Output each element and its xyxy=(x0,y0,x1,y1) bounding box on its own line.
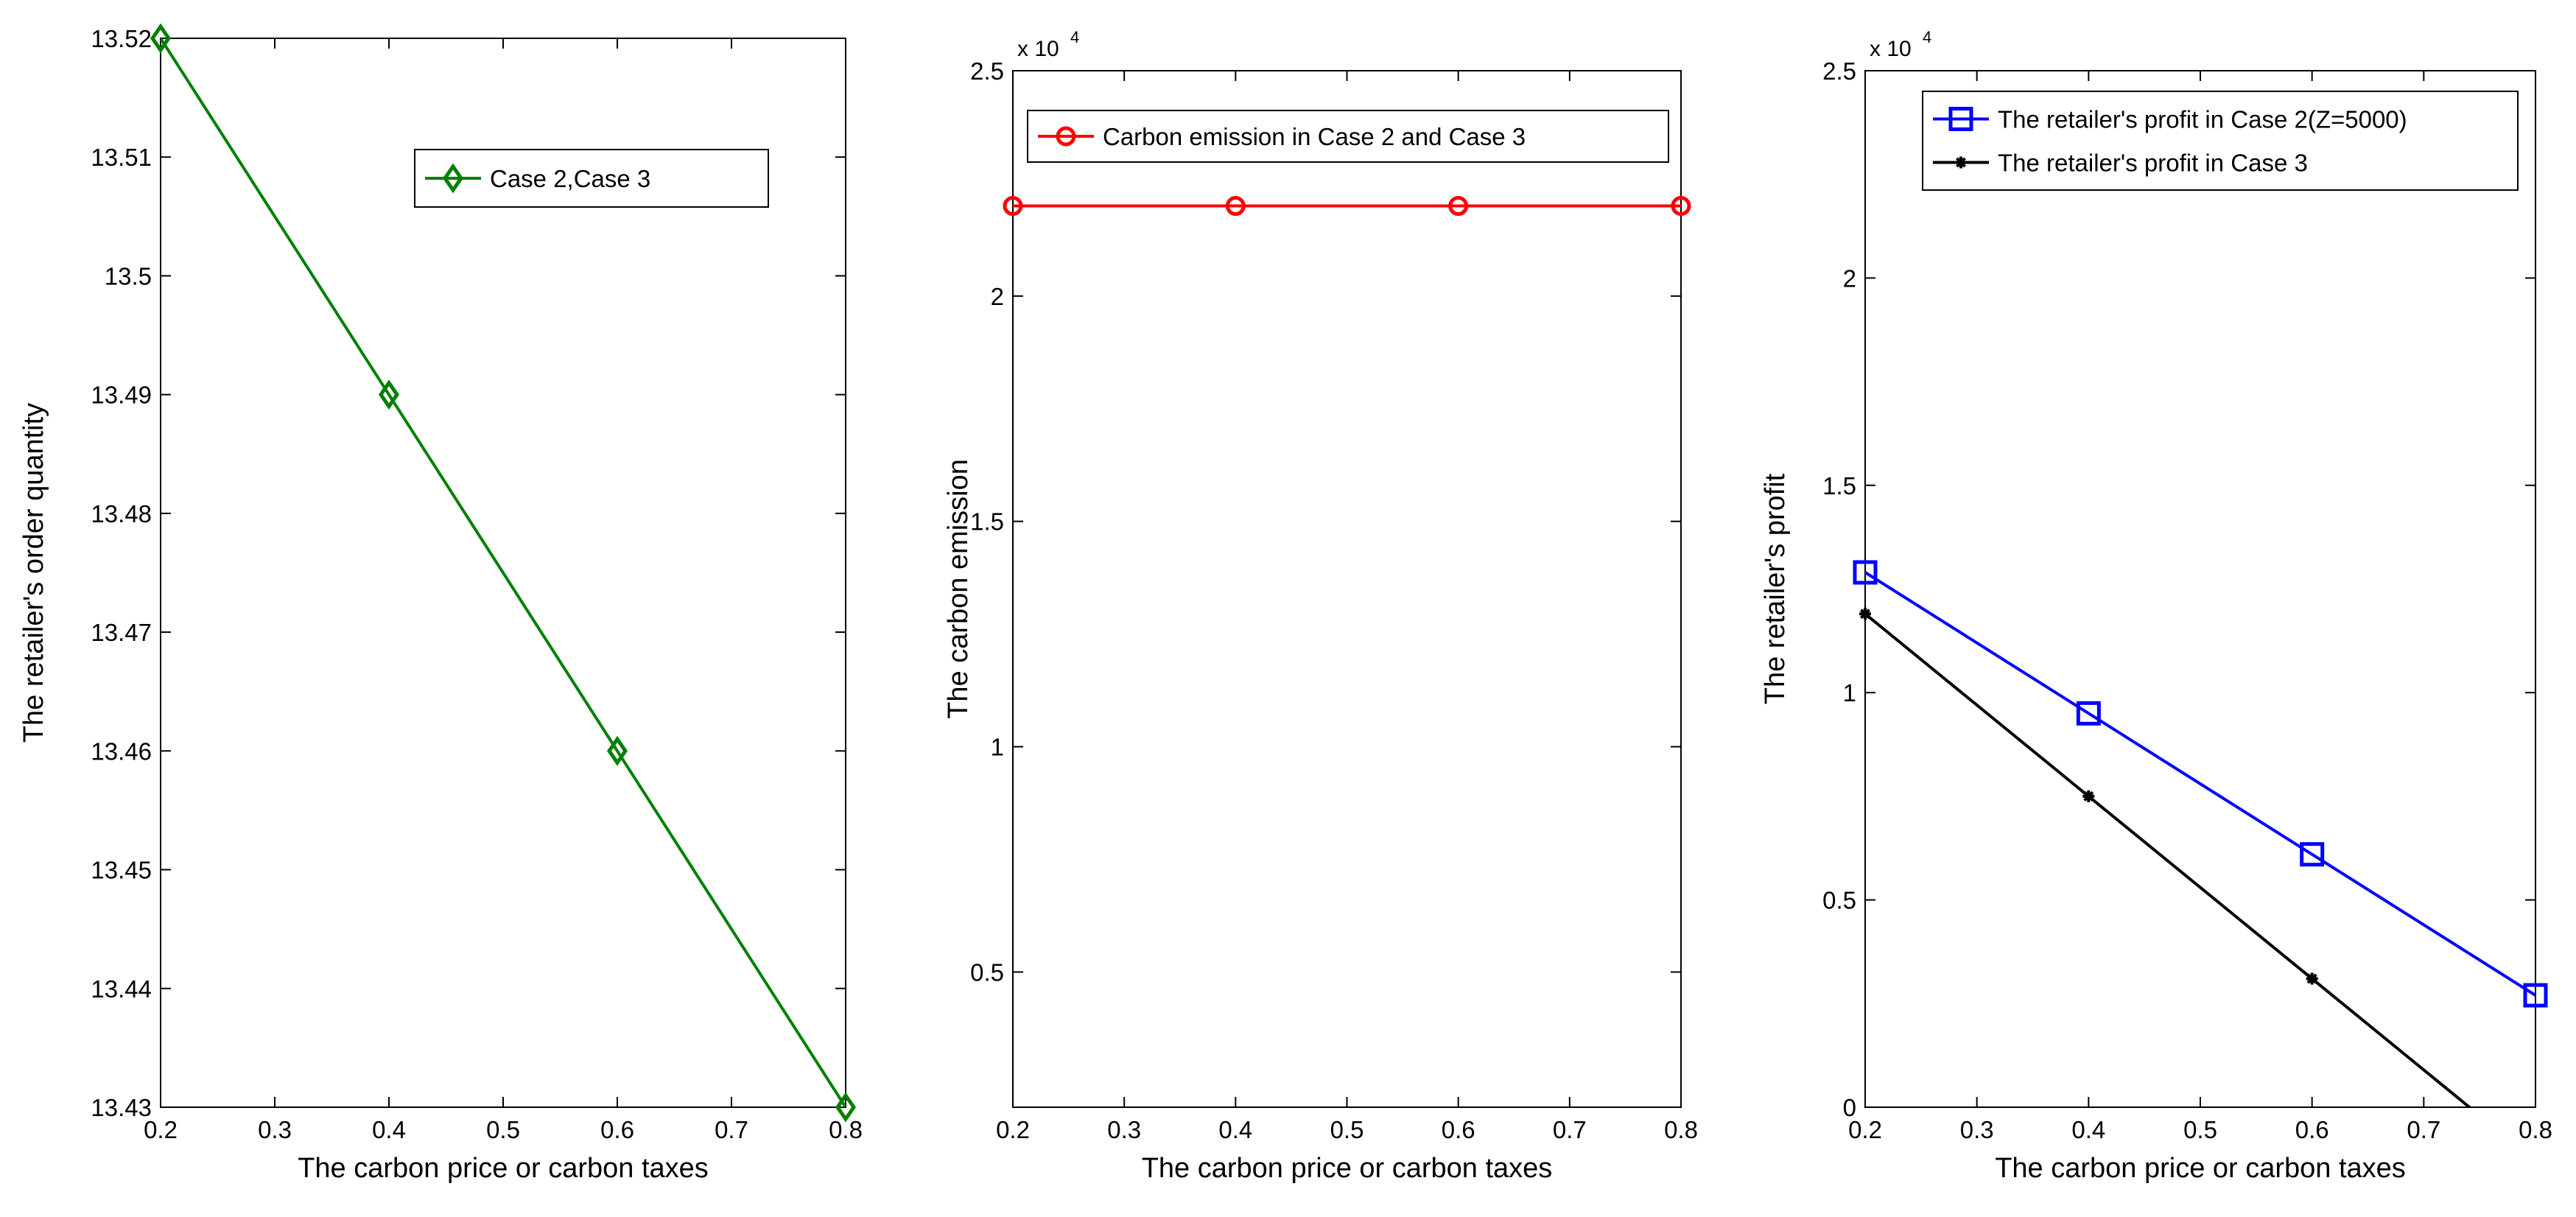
x-axis-label: The carbon price or carbon taxes xyxy=(298,1153,709,1184)
data-point xyxy=(2306,972,2318,985)
chart-3: 0.2 0.3 0.4 0.5 0.6 0.7 0.8 0 0.5 1 1.5 2 2.5 x 10 4 Th… xyxy=(1760,28,2552,1184)
legend-marker xyxy=(442,163,464,194)
series-1 xyxy=(1853,560,2548,1008)
y-exponent-label: x 10 xyxy=(1017,37,1059,61)
series-1 xyxy=(150,23,857,1123)
x-tick-label: 0.2 xyxy=(1848,1116,1882,1143)
y-tick-label: 0 xyxy=(1843,1094,1856,1121)
x-tick-label: 0.4 xyxy=(372,1116,406,1143)
x-axis-label: The carbon price or carbon taxes xyxy=(1995,1153,2406,1184)
data-point xyxy=(2523,983,2548,1008)
legend: Carbon emission in Case 2 and Case 3 xyxy=(1027,110,1669,163)
y-tick-label: 2 xyxy=(1843,264,1856,292)
x-tick-label: 0.8 xyxy=(1664,1116,1698,1143)
legend-box xyxy=(1922,91,2519,191)
y-tick-label: 13.52 xyxy=(91,25,152,52)
y-axis-label: The retailer's order quantity xyxy=(18,403,49,743)
legend: The retailer's profit in Case 2(Z=5000) T… xyxy=(1922,91,2519,191)
y-tick-label: 13.46 xyxy=(91,737,152,765)
data-point xyxy=(150,23,172,54)
y-tick-label: 13.48 xyxy=(91,500,152,527)
legend-label: Carbon emission in Case 2 and Case 3 xyxy=(1103,123,1526,150)
data-point xyxy=(1671,196,1691,217)
y-tick-label: 13.44 xyxy=(91,975,152,1003)
x-tick-label: 0.6 xyxy=(1442,1116,1475,1143)
chart-2: 0.2 0.3 0.4 0.5 0.6 0.7 0.8 0.5 1 1.5 2 2.5 x 10 4 The… xyxy=(943,28,1698,1184)
y-tick-label: 1 xyxy=(1843,679,1856,706)
x-tick-label: 0.5 xyxy=(1330,1116,1364,1143)
x-tick-label: 0.6 xyxy=(600,1116,634,1143)
y-tick-label: 13.49 xyxy=(91,382,152,409)
x-tick-label: 0.2 xyxy=(996,1116,1030,1143)
y-tick-label: 1.5 xyxy=(970,508,1004,536)
legend-label: Case 2,Case 3 xyxy=(490,165,650,192)
series-line xyxy=(161,38,846,1107)
data-point xyxy=(1225,196,1246,217)
data-point xyxy=(2076,701,2101,726)
plot-area xyxy=(1864,70,2536,1108)
legend-label: The retailer's profit in Case 3 xyxy=(1998,150,2308,177)
y-tick-label: 2.5 xyxy=(1822,57,1856,85)
data-point xyxy=(2300,842,2325,867)
y-tick-label: 2.5 xyxy=(970,57,1004,85)
series-1 xyxy=(1003,196,1691,217)
legend-marker xyxy=(1955,156,1967,169)
series-line xyxy=(1865,571,2535,997)
legend-box xyxy=(1027,110,1669,163)
x-tick-label: 0.7 xyxy=(2407,1116,2440,1143)
data-point xyxy=(1003,196,1023,217)
plot-area xyxy=(1012,70,1682,1108)
x-tick-label: 0.3 xyxy=(1107,1116,1141,1143)
y-exponent-label: x 10 xyxy=(1870,37,1912,61)
y-tick-label: 13.47 xyxy=(91,619,152,646)
y-exponent-power: 4 xyxy=(1923,28,1931,46)
chart-1: 0.2 0.3 0.4 0.5 0.6 0.7 0.813.4313.4413.4513.4… xyxy=(18,23,863,1184)
x-axis-label: The carbon price or carbon taxes xyxy=(1142,1153,1553,1184)
y-tick-label: 0.5 xyxy=(970,958,1004,986)
data-point xyxy=(2082,790,2095,802)
y-tick-label: 1.5 xyxy=(1822,472,1856,499)
data-point xyxy=(1853,560,1878,585)
y-axis-label: The retailer's profit xyxy=(1760,473,1791,704)
y-axis-label: The carbon emission xyxy=(943,459,974,719)
y-tick-label: 13.45 xyxy=(91,857,152,884)
y-tick-label: 13.51 xyxy=(91,144,152,171)
x-tick-label: 0.6 xyxy=(2295,1116,2329,1143)
legend-marker xyxy=(1948,107,1973,131)
x-tick-label: 0.4 xyxy=(1218,1116,1252,1143)
data-point xyxy=(1448,196,1469,217)
x-tick-label: 0.5 xyxy=(486,1116,520,1143)
legend: Case 2,Case 3 xyxy=(414,149,769,208)
y-tick-label: 13.5 xyxy=(105,262,152,290)
data-point xyxy=(835,1092,857,1123)
y-tick-label: 2 xyxy=(991,283,1004,310)
data-point xyxy=(1859,608,1871,620)
x-tick-label: 0.3 xyxy=(258,1116,292,1143)
x-tick-label: 0.2 xyxy=(144,1116,178,1143)
x-tick-label: 0.7 xyxy=(715,1116,748,1143)
x-tick-label: 0.4 xyxy=(2071,1116,2105,1143)
x-tick-label: 0.7 xyxy=(1553,1116,1587,1143)
data-point xyxy=(378,379,400,410)
data-point xyxy=(606,735,628,766)
legend-marker xyxy=(1056,126,1076,147)
x-tick-label: 0.8 xyxy=(2519,1116,2552,1143)
legend-label: The retailer's profit in Case 2(Z=5000) xyxy=(1998,106,2407,133)
y-exponent-power: 4 xyxy=(1070,28,1079,46)
y-tick-label: 13.43 xyxy=(91,1094,152,1121)
y-tick-label: 1 xyxy=(991,734,1004,761)
y-tick-label: 0.5 xyxy=(1822,887,1856,914)
series-line xyxy=(1865,612,2472,1107)
x-tick-label: 0.5 xyxy=(2183,1116,2217,1143)
x-tick-label: 0.3 xyxy=(1960,1116,1994,1143)
series-2 xyxy=(1859,608,2472,1107)
